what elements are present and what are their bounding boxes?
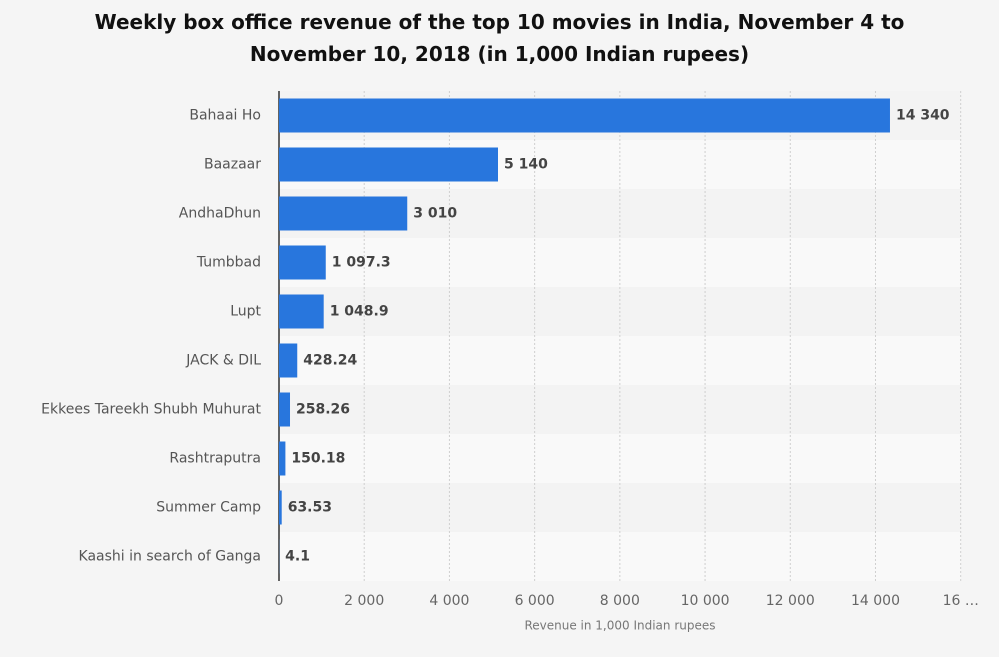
y-tick-label: Baazaar	[204, 157, 261, 173]
y-tick-label: Bahaai Ho	[189, 108, 261, 124]
value-label: 1 048.9	[330, 304, 389, 320]
value-label: 150.18	[291, 451, 345, 467]
value-label: 1 097.3	[332, 255, 391, 271]
x-tick-label: 6 000	[515, 593, 555, 609]
bar	[279, 343, 298, 378]
row-band	[279, 434, 961, 483]
value-label: 258.26	[296, 402, 350, 418]
x-axis-label: Revenue in 1,000 Indian rupees	[524, 619, 715, 633]
x-tick-label: 4 000	[429, 593, 469, 609]
bar	[279, 98, 890, 133]
bar	[279, 441, 286, 476]
x-tick-label: 8 000	[600, 593, 640, 609]
x-tick-label: 12 000	[766, 593, 815, 609]
x-tick-label: 10 000	[681, 593, 730, 609]
y-tick-label: Kaashi in search of Ganga	[79, 549, 261, 565]
y-tick-label: Rashtraputra	[169, 451, 261, 467]
value-label: 3 010	[413, 206, 457, 222]
y-tick-label: Tumbbad	[196, 255, 261, 271]
x-tick-label: 16 …	[943, 593, 979, 609]
x-tick-label: 2 000	[344, 593, 384, 609]
y-tick-label: Ekkees Tareekh Shubh Muhurat	[41, 402, 261, 418]
bar	[279, 147, 498, 182]
row-band	[279, 238, 961, 287]
x-tick-label: 0	[275, 593, 284, 609]
y-tick-label: Lupt	[230, 304, 261, 320]
y-tick-label: JACK & DIL	[185, 353, 261, 369]
x-tick-label: 14 000	[851, 593, 900, 609]
bar	[279, 245, 326, 280]
chart-title: Weekly box office revenue of the top 10 …	[94, 10, 905, 66]
y-tick-label: Summer Camp	[156, 500, 261, 516]
value-label: 63.53	[288, 500, 332, 516]
value-label: 5 140	[504, 157, 548, 173]
y-tick-label: AndhaDhun	[179, 206, 261, 222]
bar	[279, 392, 291, 427]
bar	[279, 294, 324, 329]
value-label: 4.1	[285, 549, 310, 565]
value-label: 428.24	[303, 353, 357, 369]
value-label: 14 340	[896, 108, 950, 124]
bar	[279, 490, 282, 525]
row-band	[279, 385, 961, 434]
bar	[279, 196, 408, 231]
